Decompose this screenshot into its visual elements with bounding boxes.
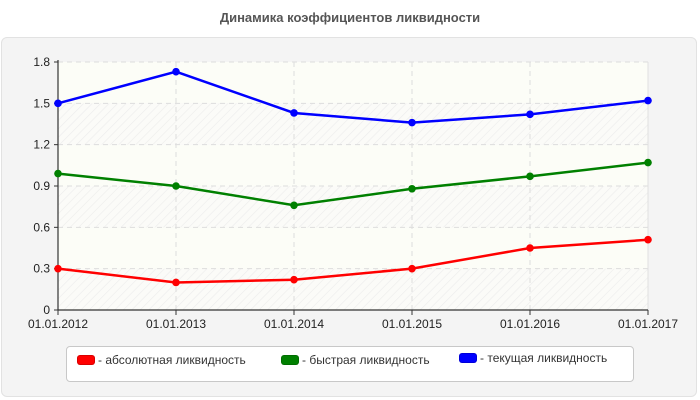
y-tick-label: 0.9 (33, 179, 50, 193)
data-point[interactable] (172, 278, 180, 287)
legend-swatch-red (77, 355, 95, 365)
legend-label: - быстрая ликвидность (302, 353, 430, 367)
y-tick-label: 1.8 (33, 55, 50, 69)
chart-title: Динамика коэффициентов ликвидности (219, 10, 481, 25)
data-point[interactable] (526, 110, 534, 119)
y-tick-label: 1.5 (33, 96, 50, 110)
series-line (57, 238, 649, 284)
data-point[interactable] (290, 201, 298, 210)
y-tick-label: 0.3 (33, 262, 50, 276)
legend-swatch-blue (459, 353, 477, 363)
data-point[interactable] (172, 182, 180, 190)
data-point[interactable] (54, 169, 62, 178)
legend-item-quick[interactable]: - быстрая ликвидность (281, 353, 430, 367)
x-tick-label: 01.01.2014 (264, 317, 324, 331)
series-lines (54, 67, 652, 287)
x-tick-label: 01.01.2017 (618, 317, 678, 331)
data-point[interactable] (172, 67, 180, 76)
data-point[interactable] (408, 118, 416, 127)
data-point[interactable] (644, 96, 652, 105)
line-chart: 0 0.3 0.6 0.9 1.2 1.5 1.8 01.01.2012 01.01.2013 0… (28, 55, 678, 331)
series-line (57, 70, 649, 124)
data-point[interactable] (644, 235, 652, 244)
data-point[interactable] (408, 184, 416, 193)
plot-bands (58, 62, 648, 310)
data-point[interactable] (54, 264, 62, 273)
legend-label: - абсолютная ликвидность (98, 353, 246, 367)
data-point[interactable] (290, 109, 298, 117)
data-point[interactable] (290, 275, 298, 284)
axes: 0 0.3 0.6 0.9 1.2 1.5 1.8 01.01.2012 01.01.2013 0… (28, 55, 678, 331)
data-point[interactable] (408, 264, 416, 273)
legend-swatch-green (281, 355, 299, 365)
data-point[interactable] (54, 99, 62, 108)
legend: - абсолютная ликвидность - быстрая ликви… (66, 346, 634, 382)
y-tick-label: 0.6 (33, 220, 50, 234)
x-tick-label: 01.01.2012 (28, 317, 88, 331)
data-point[interactable] (526, 172, 534, 181)
x-tick-label: 01.01.2016 (500, 317, 560, 331)
legend-label: - текущая ликвидность (480, 351, 608, 365)
data-point[interactable] (526, 244, 534, 252)
x-tick-label: 01.01.2015 (382, 317, 442, 331)
y-tick-label: 1.2 (33, 138, 50, 152)
y-tick-label: 0 (43, 303, 50, 317)
x-tick-label: 01.01.2013 (146, 317, 206, 331)
data-point[interactable] (644, 158, 652, 167)
legend-item-absolute[interactable]: - абсолютная ликвидность (77, 353, 246, 367)
legend-item-current[interactable]: - текущая ликвидность (459, 351, 607, 365)
series-line (57, 161, 649, 207)
